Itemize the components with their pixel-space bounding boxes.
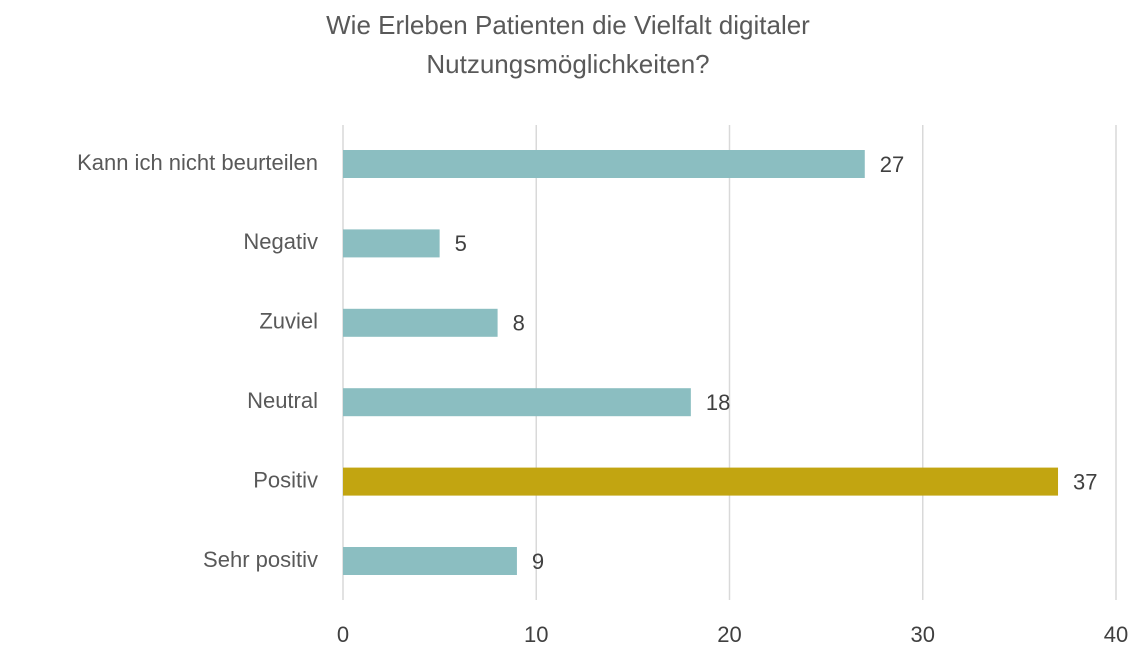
y-tick-label: Zuviel bbox=[259, 309, 318, 334]
x-tick-label: 40 bbox=[1104, 622, 1128, 646]
data-label: 27 bbox=[880, 152, 904, 177]
y-tick-label: Positiv bbox=[253, 467, 318, 492]
y-tick-label: Sehr positiv bbox=[203, 547, 318, 572]
bar bbox=[343, 150, 865, 178]
data-label: 37 bbox=[1073, 469, 1097, 494]
data-label: 18 bbox=[706, 390, 730, 415]
data-label: 9 bbox=[532, 549, 544, 574]
x-tick-label: 10 bbox=[524, 622, 548, 646]
y-tick-label: Kann ich nicht beurteilen bbox=[77, 150, 318, 175]
chart-title: Wie Erleben Patienten die Vielfalt digit… bbox=[326, 10, 810, 79]
bar bbox=[343, 308, 498, 337]
x-tick-label: 30 bbox=[911, 622, 935, 646]
y-tick-label: Negativ bbox=[243, 229, 318, 254]
data-label: 8 bbox=[513, 311, 525, 336]
bar bbox=[343, 547, 517, 575]
bar bbox=[343, 229, 440, 258]
x-tick-label: 20 bbox=[717, 622, 741, 646]
bar bbox=[343, 388, 691, 417]
data-label: 5 bbox=[455, 231, 467, 256]
bar bbox=[343, 467, 1059, 496]
x-tick-label: 0 bbox=[337, 622, 349, 646]
y-tick-label: Neutral bbox=[247, 388, 318, 413]
